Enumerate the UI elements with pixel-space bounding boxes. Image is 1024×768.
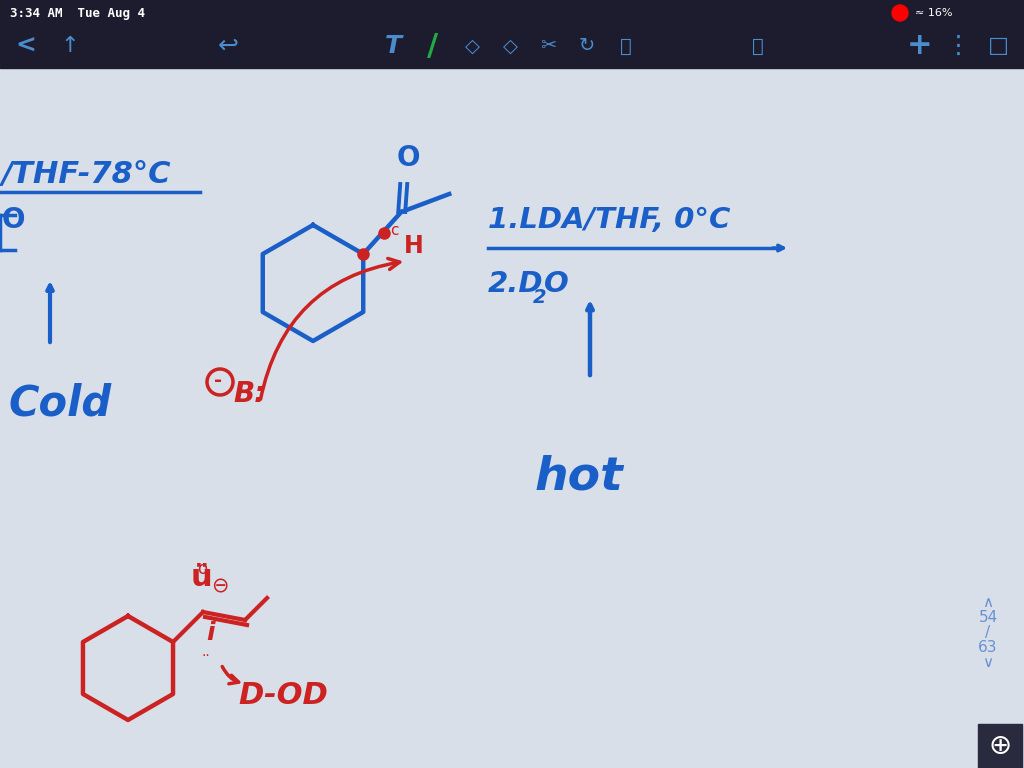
- Text: □: □: [987, 36, 1009, 56]
- Circle shape: [892, 5, 908, 21]
- Text: T: T: [384, 34, 401, 58]
- Text: D-OD: D-OD: [238, 681, 328, 710]
- Text: 2.D: 2.D: [488, 270, 544, 298]
- Text: ⊕: ⊕: [988, 732, 1012, 760]
- Text: 3:34 AM  Tue Aug 4: 3:34 AM Tue Aug 4: [10, 6, 145, 19]
- Text: ü: ü: [191, 563, 213, 592]
- Text: ⦔: ⦔: [621, 37, 632, 55]
- Text: o: o: [197, 560, 207, 578]
- Text: ..: ..: [202, 645, 210, 659]
- Text: 54: 54: [978, 610, 997, 625]
- Text: ⋮: ⋮: [945, 34, 971, 58]
- Text: -: -: [214, 372, 222, 390]
- Text: +: +: [907, 31, 933, 61]
- FancyArrowPatch shape: [222, 667, 239, 684]
- Text: ◇: ◇: [503, 37, 517, 55]
- Text: O: O: [2, 206, 26, 234]
- Text: <: <: [15, 34, 37, 58]
- Text: ↩: ↩: [217, 34, 239, 58]
- Text: ∨: ∨: [982, 655, 993, 670]
- Text: 1.LDA/THF, 0°C: 1.LDA/THF, 0°C: [488, 206, 730, 234]
- Text: /: /: [985, 625, 990, 640]
- Text: ⊖: ⊖: [211, 576, 228, 596]
- Text: /THF-78°C: /THF-78°C: [2, 161, 171, 190]
- Text: 2: 2: [534, 288, 547, 307]
- Text: O: O: [544, 270, 568, 298]
- Bar: [978, 724, 1022, 768]
- Text: 63: 63: [978, 640, 997, 655]
- Text: ✂: ✂: [540, 37, 556, 55]
- Text: i: i: [206, 621, 215, 645]
- Text: B:: B:: [233, 380, 265, 408]
- Text: ⏵: ⏵: [752, 37, 764, 55]
- Text: H: H: [404, 234, 424, 258]
- Text: /: /: [427, 31, 438, 61]
- FancyArrowPatch shape: [260, 259, 399, 399]
- Text: ↑: ↑: [60, 36, 79, 56]
- Text: hot: hot: [535, 455, 624, 500]
- Text: ≈ 16%: ≈ 16%: [915, 8, 952, 18]
- Bar: [0, 0, 1024, 68]
- Text: c: c: [390, 223, 398, 238]
- Text: O: O: [396, 144, 420, 172]
- Text: Cold: Cold: [8, 382, 112, 424]
- Text: ∧: ∧: [982, 595, 993, 610]
- Text: ↻: ↻: [579, 37, 595, 55]
- Text: ◇: ◇: [465, 37, 479, 55]
